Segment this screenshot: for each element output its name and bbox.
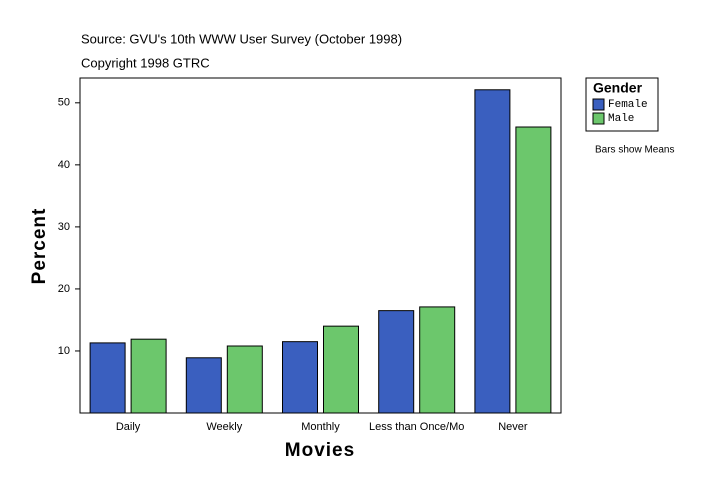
legend-swatch	[592, 112, 605, 125]
bar	[515, 126, 552, 414]
bar	[378, 310, 415, 414]
legend-label: Male	[608, 113, 634, 125]
x-tick-label: Weekly	[206, 421, 242, 433]
legend-label: Female	[608, 99, 648, 111]
legend-title: Gender	[593, 80, 643, 96]
y-axis-label: Percent	[29, 208, 50, 285]
y-tick-label: 20	[58, 283, 70, 295]
note: Bars show Means	[595, 145, 674, 156]
bar	[474, 89, 511, 414]
legend-swatch	[592, 98, 605, 111]
bar	[130, 338, 167, 414]
y-tick-label: 30	[58, 221, 70, 233]
x-tick-label: Monthly	[301, 421, 340, 433]
x-tick-label: Less than Once/Mo	[369, 421, 464, 433]
plot-frame	[79, 77, 562, 414]
copyright: Copyright 1998 GTRC	[81, 55, 210, 70]
y-tick-label: 50	[58, 97, 70, 109]
bar	[282, 341, 318, 414]
bar	[419, 306, 456, 414]
bar	[226, 345, 263, 414]
source: Source: GVU's 10th WWW User Survey (Octo…	[81, 31, 402, 46]
y-tick-label: 10	[58, 345, 70, 357]
bar	[185, 357, 222, 414]
bar	[89, 342, 126, 414]
x-tick-label: Never	[498, 421, 528, 433]
y-tick-label: 40	[58, 159, 70, 171]
bar	[323, 325, 359, 414]
x-tick-label: Daily	[116, 421, 141, 433]
x-axis-label: Movies	[285, 440, 355, 461]
